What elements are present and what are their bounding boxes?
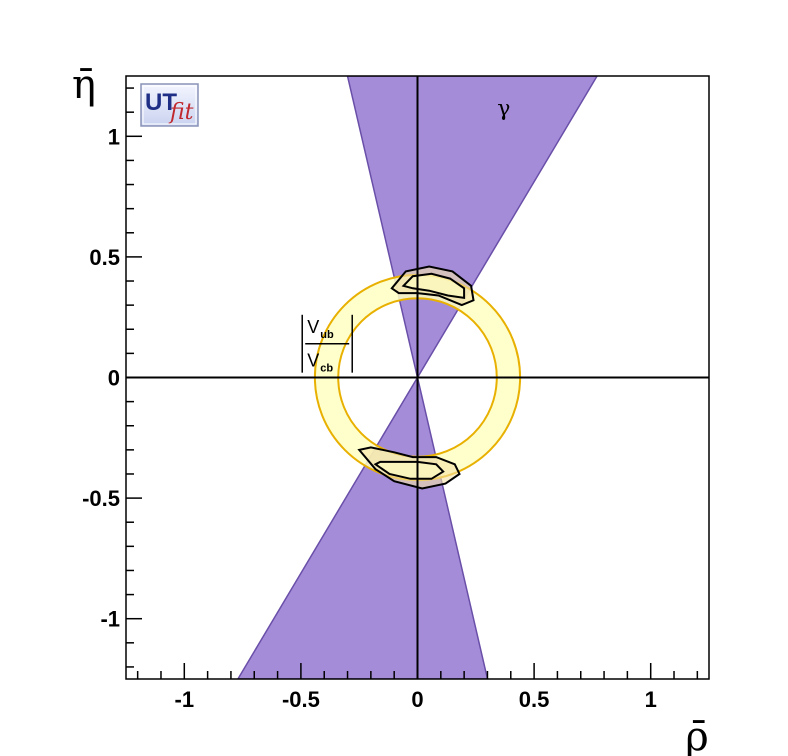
v-ub-label: Vub	[307, 317, 334, 341]
logo-sub-text: fit	[168, 100, 194, 125]
tick-label-layer: -1 -0.5 0 0.5 1 -1 -0.5 0 0.5 1	[82, 124, 657, 712]
x-axis-title: ρ̄	[685, 714, 709, 756]
logo-box	[140, 83, 199, 127]
x-tick-label: -1	[175, 687, 195, 712]
v-ub-subscript: ub	[320, 329, 334, 341]
v-cb-subscript: cb	[320, 363, 333, 375]
gamma-wedge-upper	[346, 76, 598, 380]
zero-lines	[126, 76, 709, 679]
contour-layer	[357, 265, 475, 490]
contour-inner-lower	[373, 460, 445, 480]
gamma-wedge-lower	[237, 375, 489, 679]
logo-inner-border	[142, 85, 197, 125]
contour-inner-upper	[401, 272, 466, 300]
tick-layer	[126, 87, 699, 679]
y-tick-label: -0.5	[82, 486, 120, 511]
logo-main-text: UT	[145, 89, 177, 116]
y-tick-label: 1	[108, 124, 120, 149]
y-tick-label: -1	[100, 607, 120, 632]
y-axis-title: η̄	[72, 62, 96, 108]
gamma-label: γ	[497, 96, 510, 121]
x-tick-label: 1	[645, 687, 657, 712]
x-tick-label: -0.5	[282, 687, 320, 712]
x-tick-label: 0	[411, 687, 423, 712]
x-tick-label: 0.5	[519, 687, 550, 712]
y-tick-label: 0.5	[89, 245, 120, 270]
y-tick-label: 0	[108, 366, 120, 391]
